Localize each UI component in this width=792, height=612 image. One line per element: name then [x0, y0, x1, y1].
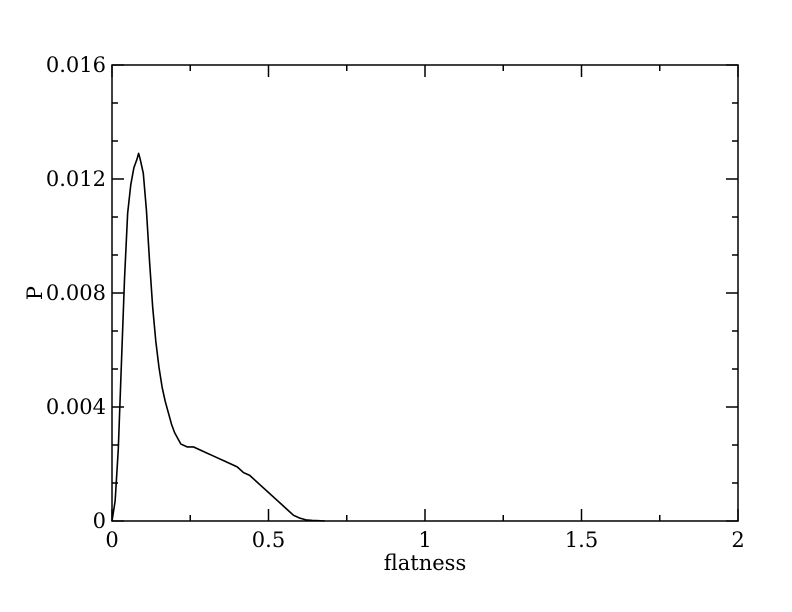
x-tick-label: 0.5 [252, 528, 285, 552]
y-axis-label: P [23, 286, 47, 300]
y-tick-label: 0.004 [46, 395, 106, 419]
y-axis-ticks: 0 0.004 0.008 0.012 0.016 [46, 53, 738, 533]
y-tick-label: 0.008 [46, 281, 106, 305]
y-tick-label: 0.016 [46, 53, 106, 77]
x-axis-label: flatness [384, 551, 466, 575]
x-tick-label: 1.5 [565, 528, 598, 552]
x-axis-ticks: 0 0.5 1 1.5 2 [105, 65, 745, 552]
x-tick-label: 1 [418, 528, 431, 552]
x-tick-label: 2 [731, 528, 744, 552]
y-tick-label: 0 [93, 509, 106, 533]
x-tick-label: 0 [105, 528, 118, 552]
series-line [111, 152, 325, 522]
y-tick-label: 0.012 [46, 167, 106, 191]
